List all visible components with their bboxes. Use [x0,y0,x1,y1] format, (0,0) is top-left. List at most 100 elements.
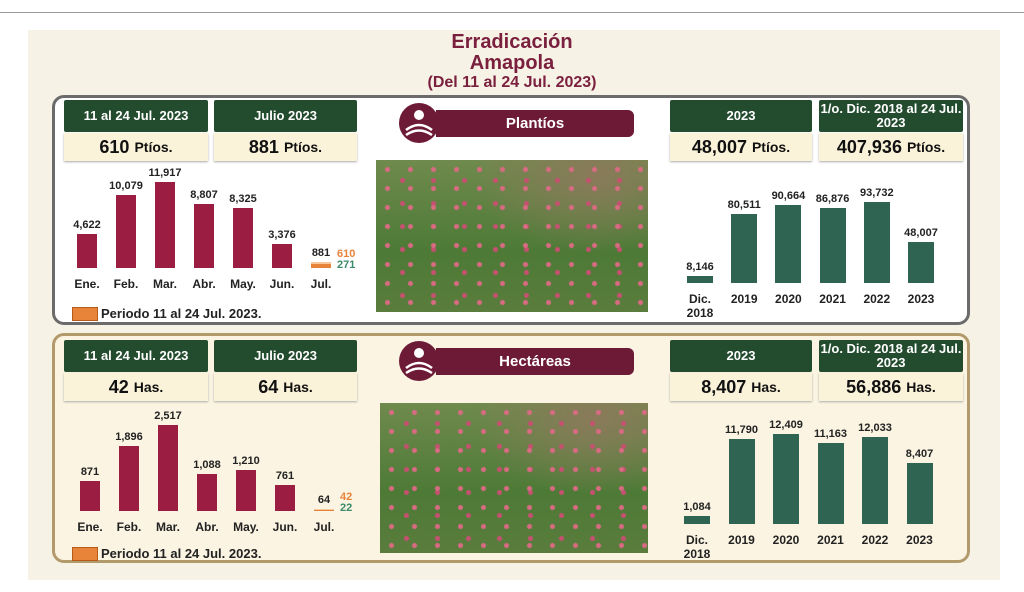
period-label: 42 [340,491,353,503]
bar [119,446,139,511]
value-label: 881 [311,246,331,259]
title: Erradicación Amapola [451,31,573,74]
bar [272,243,292,268]
period-label: 271 [337,259,356,271]
bar [77,234,97,268]
box-header: 2023 [670,100,812,132]
category-label: Mar. [152,277,177,291]
photo [376,160,648,312]
value-label: 2,517 [154,409,182,422]
box-unit: Has. [751,379,781,395]
period-bar [314,509,334,511]
category-label: Ene. [77,520,103,534]
box-body: 42 Has. [64,373,208,401]
legend-swatch [72,307,98,321]
bar [275,484,295,511]
bar [817,443,844,524]
value-label: 1,896 [115,431,143,444]
bar [155,181,175,268]
category-label: Jul. [310,277,332,291]
box-body: 48,007 Ptíos. [670,133,812,161]
box-body: 407,936 Ptíos. [819,133,963,161]
value-label: 4,622 [73,219,101,232]
box-value: 8,407 [701,376,747,397]
category-label: Mar. [155,520,180,534]
category-label: 2022 [863,292,891,306]
legend-label: Periodo 11 al 24 Jul. 2023. [101,546,262,561]
box-value: 610 [99,136,130,157]
value-label: 86,876 [815,193,850,206]
value-label: 12,409 [769,419,803,432]
category-label: 2023 [907,292,935,306]
photo [380,403,648,553]
value-label: 11,163 [813,428,848,441]
category-label: 2019 [728,533,755,547]
category-label: 2021 [817,533,844,547]
category-label: 2021 [819,292,846,306]
bar [687,275,713,283]
box-unit: Ptíos. [134,139,173,155]
box-header: 1/o. Dic. 2018 al 24 Jul. 2023 [819,100,963,132]
bar [116,194,136,268]
box-header: 2023 [670,340,812,372]
value-label: 80,511 [727,198,761,211]
box-value: 407,936 [836,136,902,157]
box-body: 64 Has. [214,373,357,401]
category-label: 2022 [861,533,889,547]
value-label: 11,790 [724,423,759,436]
box-value: 64 [258,376,279,397]
box-value: 881 [248,136,279,157]
bar [775,205,802,283]
category-label: Ene. [74,277,100,291]
bar [908,241,934,283]
bar [728,438,755,524]
value-label: 90,664 [771,190,806,203]
box-unit: Ptíos. [751,139,791,155]
category-label: Dic. 2018 [686,292,714,320]
box-header: 1/o. Dic. 2018 al 24 Jul. 2023 [819,340,963,372]
period-label: 610 [337,248,356,260]
box-body: 8,407 Has. [670,373,812,401]
bar [80,481,100,511]
icon [399,341,439,381]
section-label: Plantíos [436,110,634,137]
icon [399,103,439,143]
box-body: 610 Ptíos. [64,133,208,161]
category-label: Abr. [192,277,216,291]
category-label: Jul. [313,520,335,534]
value-label: 8,407 [905,448,934,461]
value-label: 3,376 [268,228,296,241]
value-label: 871 [80,466,100,479]
legend-label: Periodo 11 al 24 Jul. 2023. [101,306,262,321]
value-label: 11,917 [148,166,182,179]
category-label: May. [230,277,256,291]
period-label: 22 [340,502,353,514]
category-label: May. [233,520,259,534]
subtitle: (Del 11 al 24 Jul. 2023) [427,74,597,91]
bar [233,207,253,268]
box-unit: Ptíos. [906,139,946,155]
value-label: 1,084 [683,501,711,514]
box-header: 11 al 24 Jul. 2023 [64,340,208,372]
bar [197,473,217,511]
bar [862,436,888,524]
bar [236,469,256,511]
box-unit: Ptíos. [283,139,323,155]
bar [731,213,758,283]
box-value: 56,886 [846,376,902,397]
category-label: 2020 [772,533,800,547]
category-label: 2020 [775,292,802,306]
value-label: 93,732 [859,187,894,200]
value-label: 48,007 [904,226,938,239]
box-body: 56,886 Has. [819,373,963,401]
category-label: Jun. [272,520,298,534]
period-bar [311,263,331,268]
value-label: 8,807 [190,189,218,202]
category-label: Abr. [195,520,219,534]
value-label: 8,146 [686,260,714,273]
value-label: 10,079 [109,179,143,192]
value-label: 1,088 [193,458,221,471]
box-value: 42 [108,376,129,397]
category-label: Feb. [116,520,142,534]
divider [0,12,1024,13]
